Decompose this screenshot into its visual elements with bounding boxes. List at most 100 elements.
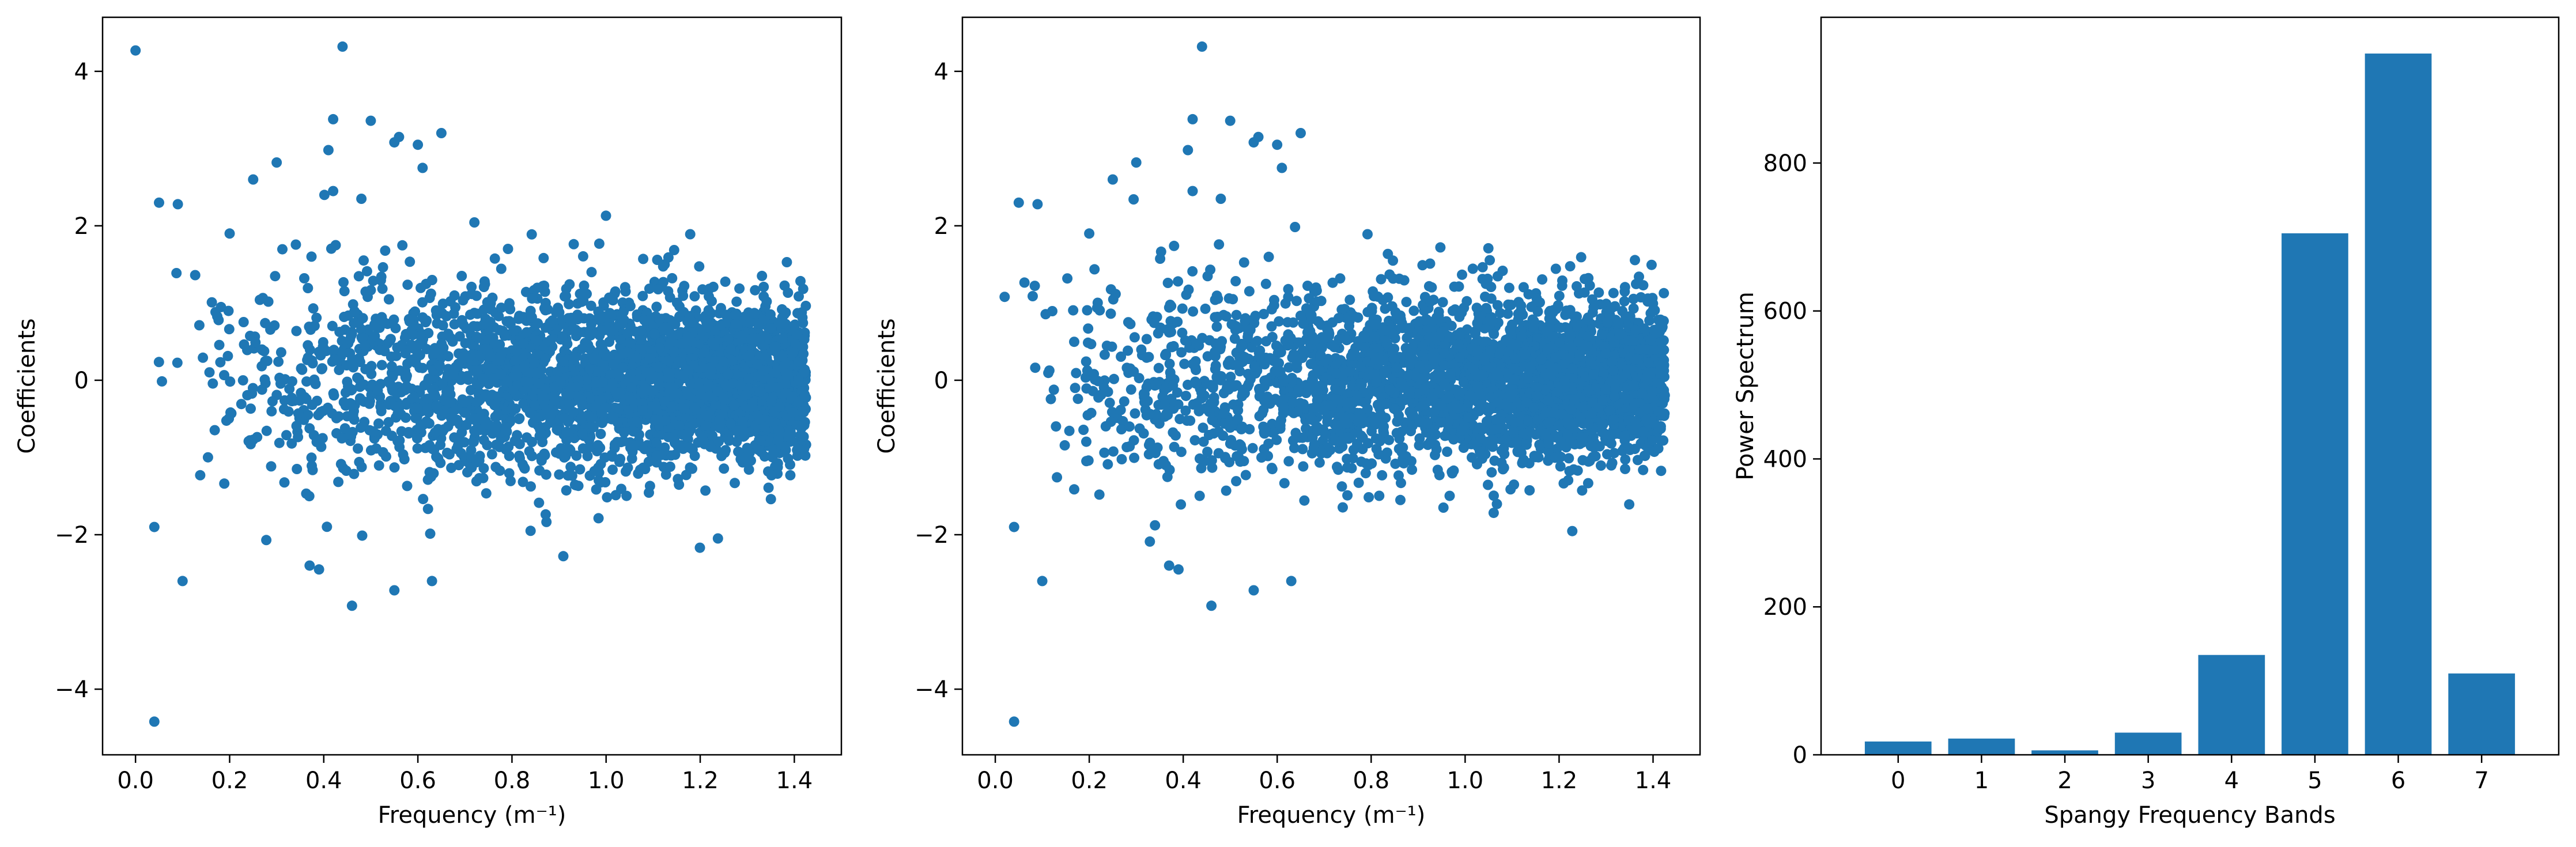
- scatter-point: [754, 414, 765, 425]
- scatter-point: [790, 319, 800, 330]
- scatter-point: [307, 460, 317, 471]
- scatter-point: [609, 325, 620, 336]
- scatter-point: [1266, 321, 1277, 332]
- scatter-point: [352, 372, 362, 383]
- scatter-point: [460, 338, 471, 349]
- scatter-point: [311, 312, 322, 323]
- scatter-point: [681, 470, 692, 481]
- scatter-point: [600, 477, 611, 487]
- scatter-point: [392, 436, 403, 447]
- scatter-point: [1081, 456, 1092, 467]
- scatter-point: [1069, 336, 1079, 347]
- scatter-point: [1176, 499, 1187, 510]
- scatter-point: [398, 449, 409, 460]
- scatter-point: [568, 407, 579, 418]
- scatter-point: [525, 525, 536, 536]
- scatter-point: [561, 434, 572, 445]
- scatter-point: [449, 290, 460, 301]
- scatter-point: [392, 409, 403, 419]
- scatter-point: [389, 585, 400, 596]
- y-tick-label: −2: [55, 522, 89, 549]
- scatter-point: [305, 324, 316, 335]
- scatter-point: [334, 365, 345, 376]
- scatter-point: [1128, 194, 1139, 205]
- scatter-point: [318, 341, 328, 352]
- scatter-point: [658, 261, 668, 272]
- scatter-point: [149, 716, 160, 727]
- scatter-point: [664, 292, 675, 303]
- scatter-point: [402, 279, 413, 290]
- scatter-point: [471, 331, 482, 342]
- scatter-point: [478, 463, 489, 474]
- scatter-point: [1123, 345, 1134, 356]
- scatter-point: [654, 314, 665, 324]
- scatter-point: [540, 509, 551, 520]
- scatter-point: [522, 327, 532, 338]
- scatter-point: [554, 469, 565, 480]
- scatter-point: [664, 462, 675, 472]
- scatter-point: [1290, 222, 1301, 232]
- scatter-point: [732, 425, 743, 436]
- scatter-point: [154, 197, 164, 208]
- scatter-point: [441, 386, 452, 397]
- scatter-point: [1069, 484, 1079, 495]
- scatter-point: [428, 348, 439, 359]
- scatter-point: [758, 281, 769, 292]
- scatter-point: [278, 404, 289, 415]
- x-tick-label: 1.2: [682, 767, 719, 794]
- y-axis-label-left: Coefficients: [14, 318, 40, 453]
- scatter-point: [375, 275, 386, 286]
- scatter-point: [1187, 266, 1198, 277]
- scatter-point: [1138, 428, 1149, 439]
- scatter-point: [353, 443, 363, 454]
- scatter-point: [291, 326, 302, 336]
- scatter-point: [565, 462, 576, 472]
- scatter-point: [270, 271, 281, 282]
- scatter-point: [412, 443, 423, 454]
- scatter-point: [377, 262, 388, 273]
- scatter-point: [489, 338, 500, 349]
- scatter-point: [277, 244, 288, 255]
- scatter-point: [558, 356, 569, 367]
- scatter-point: [764, 383, 775, 394]
- scatter-point: [377, 283, 388, 294]
- scatter-point: [441, 311, 452, 322]
- scatter-point: [371, 443, 382, 454]
- scatter-point: [663, 369, 674, 379]
- scatter-point: [621, 466, 631, 477]
- scatter-point: [1130, 408, 1140, 419]
- scatter-point: [674, 479, 685, 490]
- scatter-point: [368, 275, 379, 286]
- scatter-point: [458, 351, 469, 362]
- scatter-point: [644, 487, 654, 498]
- scatter-point: [391, 350, 402, 361]
- scatter-point: [702, 410, 713, 421]
- scatter-point: [1408, 305, 1419, 316]
- scatter-point: [293, 432, 304, 443]
- scatter-point: [615, 453, 626, 464]
- scatter-point: [486, 449, 497, 460]
- scatter-point: [620, 282, 630, 293]
- scatter-point: [1059, 440, 1070, 451]
- scatter-point: [508, 326, 519, 336]
- scatter-point: [723, 369, 734, 380]
- scatter-point: [153, 357, 164, 368]
- scatter-point: [237, 375, 248, 386]
- scatter-point: [346, 330, 357, 341]
- scatter-point: [209, 425, 220, 436]
- scatter-point: [417, 297, 428, 308]
- scatter-point: [222, 350, 233, 361]
- scatter-point: [532, 335, 543, 346]
- scatter-point: [1282, 317, 1293, 328]
- scatter-point: [492, 420, 503, 431]
- scatter-point: [458, 295, 469, 306]
- scatter-point: [431, 400, 442, 411]
- scatter-point: [730, 319, 741, 329]
- scatter-point: [504, 468, 515, 479]
- scatter-point: [266, 461, 277, 472]
- scatter-point: [375, 401, 386, 412]
- scatter-point: [373, 460, 384, 471]
- scatter-point: [403, 427, 414, 437]
- scatter-point: [519, 463, 530, 474]
